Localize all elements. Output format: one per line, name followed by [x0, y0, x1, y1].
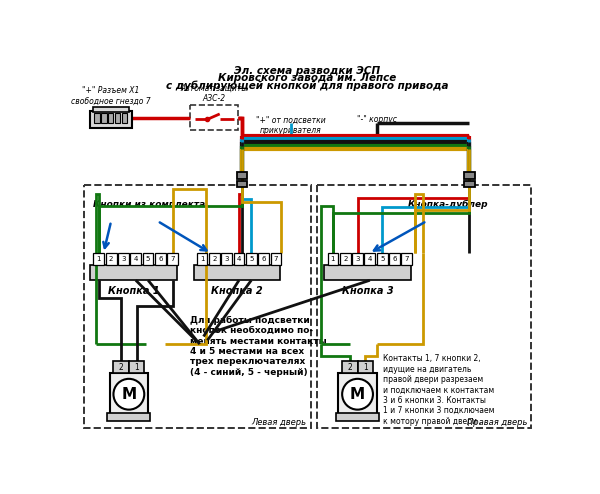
Bar — [155, 253, 166, 265]
Bar — [84, 185, 311, 428]
Text: Правая дверь: Правая дверь — [467, 417, 528, 427]
Bar — [464, 172, 475, 179]
Text: 1: 1 — [200, 256, 204, 262]
Text: 5: 5 — [380, 256, 385, 262]
Bar — [108, 113, 113, 123]
Bar — [328, 253, 338, 265]
Text: Автомат защиты
АЗС-2: Автомат защиты АЗС-2 — [181, 84, 248, 103]
Text: Кнопки из комплекта: Кнопки из комплекта — [94, 200, 206, 209]
Text: 2: 2 — [343, 256, 347, 262]
Bar — [364, 253, 375, 265]
Bar — [325, 265, 410, 280]
Bar — [94, 113, 100, 123]
Text: 3: 3 — [355, 256, 360, 262]
Text: 4: 4 — [134, 256, 138, 262]
Bar — [194, 265, 280, 280]
Text: 1: 1 — [97, 256, 101, 262]
Text: Кнопка 3: Кнопка 3 — [342, 287, 394, 296]
Text: "+" Разъем Х1
свободное гнездо 7: "+" Разъем Х1 свободное гнездо 7 — [71, 86, 151, 106]
Bar — [94, 253, 104, 265]
Text: Кнопка-дублер: Кнопка-дублер — [407, 200, 488, 209]
Text: 7: 7 — [170, 256, 175, 262]
Bar — [358, 361, 373, 373]
Text: 1: 1 — [331, 256, 335, 262]
Bar — [336, 413, 379, 421]
Text: 2: 2 — [347, 363, 352, 372]
Bar — [221, 253, 232, 265]
Bar — [106, 253, 116, 265]
Text: 4: 4 — [368, 256, 372, 262]
Circle shape — [342, 379, 373, 410]
Text: 6: 6 — [158, 256, 163, 262]
Text: 3: 3 — [224, 256, 229, 262]
Text: 2: 2 — [212, 256, 217, 262]
Text: 2: 2 — [119, 363, 124, 372]
Text: Кировского завода им. Лепсе: Кировского завода им. Лепсе — [218, 73, 397, 83]
Bar — [115, 113, 121, 123]
Bar — [107, 413, 151, 421]
Bar — [101, 113, 107, 123]
Bar — [246, 253, 257, 265]
Text: 7: 7 — [274, 256, 278, 262]
Bar — [122, 113, 127, 123]
Text: Контакты 1, 7 кнопки 2,
идущие на двигатель
правой двери разрезаем
и подключаем : Контакты 1, 7 кнопки 2, идущие на двигат… — [383, 354, 494, 426]
Bar — [352, 253, 363, 265]
Text: Для работы подсветки
кнопок необходимо по-
менять местами контакты
4 и 5 местами: Для работы подсветки кнопок необходимо п… — [190, 316, 327, 377]
Bar — [91, 265, 176, 280]
Text: "-" корпус: "-" корпус — [357, 116, 397, 124]
Bar — [317, 185, 531, 428]
Bar — [340, 253, 350, 265]
Bar — [113, 361, 129, 373]
Text: М: М — [121, 387, 136, 402]
Circle shape — [113, 379, 144, 410]
Bar — [130, 253, 141, 265]
Bar — [258, 253, 269, 265]
Text: 1: 1 — [134, 363, 139, 372]
Text: 4: 4 — [237, 256, 241, 262]
Bar — [167, 253, 178, 265]
Bar — [338, 373, 377, 416]
Bar — [236, 172, 247, 179]
Text: 2: 2 — [109, 256, 113, 262]
Bar — [94, 107, 129, 113]
Bar — [236, 181, 247, 187]
Bar — [110, 373, 148, 416]
Bar — [271, 253, 281, 265]
Bar — [129, 361, 144, 373]
Bar — [197, 253, 208, 265]
Bar — [143, 253, 154, 265]
Text: М: М — [350, 387, 365, 402]
Text: 5: 5 — [249, 256, 253, 262]
Text: Кнопка 2: Кнопка 2 — [211, 287, 262, 296]
Text: с дублирующей кнопкой для правого привода: с дублирующей кнопкой для правого привод… — [166, 80, 449, 90]
Bar — [401, 253, 412, 265]
Bar — [389, 253, 400, 265]
Text: "+" от подсветки
прикуривателя: "+" от подсветки прикуривателя — [256, 116, 325, 135]
Text: Кнопка 1: Кнопка 1 — [107, 287, 159, 296]
Bar — [342, 361, 358, 373]
Text: Эл. схема разводки ЭСП: Эл. схема разводки ЭСП — [235, 66, 380, 76]
Bar — [91, 111, 132, 128]
Text: Левая дверь: Левая дверь — [251, 417, 306, 427]
Text: 6: 6 — [262, 256, 266, 262]
Bar — [233, 253, 244, 265]
Text: 3: 3 — [121, 256, 126, 262]
Text: 6: 6 — [392, 256, 397, 262]
Bar — [464, 181, 475, 187]
Text: 1: 1 — [363, 363, 368, 372]
Bar — [377, 253, 388, 265]
Bar — [209, 253, 220, 265]
Bar — [118, 253, 129, 265]
Text: 5: 5 — [146, 256, 150, 262]
Text: 7: 7 — [404, 256, 409, 262]
Bar — [190, 106, 238, 130]
